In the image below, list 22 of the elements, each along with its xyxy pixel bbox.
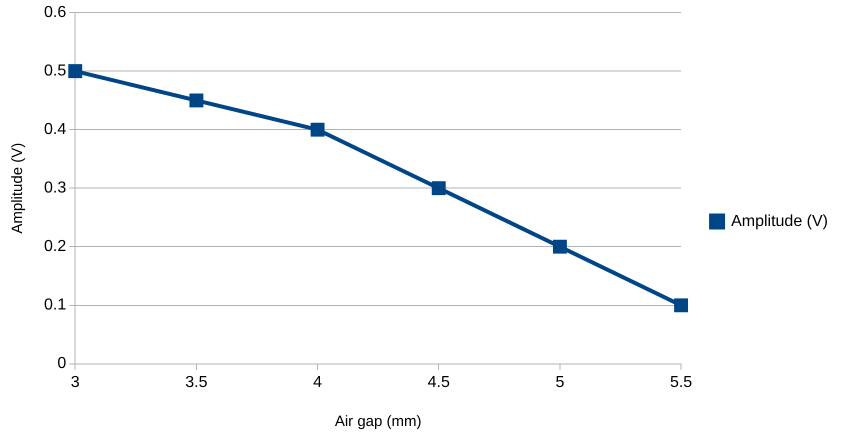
y-tick-label: 0.4 <box>44 121 66 138</box>
x-tick-label: 4 <box>313 374 322 391</box>
y-tick-label: 0 <box>57 355 66 372</box>
y-axis-title: Amplitude (V) <box>9 142 26 234</box>
y-tick-label: 0.1 <box>44 296 66 314</box>
point <box>68 64 82 78</box>
x-tick-label: 3 <box>70 374 80 391</box>
x-tick-label: 4.5 <box>428 374 450 391</box>
point <box>432 181 446 196</box>
legend-label: Amplitude (V) <box>731 212 828 230</box>
y-tick-label: 0.5 <box>44 62 66 80</box>
y-tick-label: 0.3 <box>44 180 66 197</box>
x-axis-title: Air gap (mm) <box>334 413 422 430</box>
x-tick-label: 5 <box>555 374 564 391</box>
point <box>552 240 567 254</box>
point <box>310 122 325 137</box>
x-tick-label: 3.5 <box>185 374 208 391</box>
x-tick-label: 5.5 <box>670 374 692 391</box>
point <box>674 298 688 312</box>
y-tick-label: 0.6 <box>44 4 66 22</box>
y-tick-label: 0.2 <box>44 238 66 256</box>
point <box>189 93 204 108</box>
